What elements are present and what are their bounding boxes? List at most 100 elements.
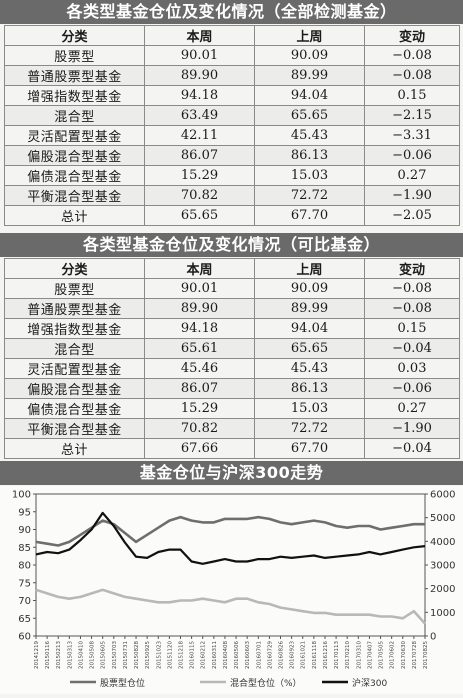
- category-cell: 灵活配置型基金: [4, 358, 145, 379]
- table2-title: 各类型基金仓位及变化情况（可比基金）: [0, 233, 463, 257]
- left-tick-label: 70: [18, 596, 31, 607]
- value-cell: 0.03: [364, 358, 460, 379]
- x-tick-label: 20160408: [223, 641, 229, 669]
- x-tick-label: 20150213: [56, 641, 62, 669]
- x-tick-label: 20151120: [167, 641, 173, 669]
- x-tick-label: 20160826: [279, 641, 285, 669]
- x-tick-label: 20161021: [301, 641, 307, 669]
- value-cell: 94.18: [144, 85, 255, 106]
- value-cell: 0.15: [364, 85, 460, 106]
- value-cell: −0.08: [364, 65, 460, 86]
- x-tick-label: 20160115: [190, 641, 196, 669]
- value-cell: 94.04: [254, 85, 365, 106]
- value-cell: −1.90: [364, 418, 460, 439]
- value-cell: 67.70: [254, 438, 365, 459]
- value-cell: −1.90: [364, 185, 460, 206]
- value-cell: 90.01: [144, 278, 255, 299]
- value-cell: 45.43: [254, 358, 365, 379]
- value-cell: 70.82: [144, 185, 255, 206]
- left-tick-label: 100: [12, 490, 31, 501]
- x-tick-label: 20160212: [201, 641, 207, 669]
- value-cell: 89.99: [254, 65, 365, 86]
- left-tick-label: 65: [18, 614, 31, 625]
- right-tick-label: 2000: [430, 584, 455, 595]
- category-cell: 总计: [4, 205, 145, 226]
- x-tick-label: 20160506: [234, 641, 240, 669]
- value-cell: −0.08: [364, 45, 460, 66]
- x-tick-label: 20161216: [323, 641, 329, 669]
- x-tick-label: 20170825: [423, 641, 429, 669]
- table-row: 普通股票型基金 89.90 89.99 −0.08: [4, 65, 460, 86]
- series-line-0: [35, 515, 425, 547]
- left-tick-label: 75: [18, 578, 31, 589]
- value-cell: 94.04: [254, 318, 365, 339]
- value-cell: 72.72: [254, 418, 365, 439]
- value-cell: 42.11: [144, 125, 255, 146]
- value-cell: 45.46: [144, 358, 255, 379]
- category-cell: 灵活配置型基金: [4, 125, 145, 146]
- table-row: 混合型 63.49 65.65 −2.15: [4, 105, 460, 126]
- table-row: 偏股混合型基金 86.07 86.13 −0.06: [4, 145, 460, 166]
- value-cell: 0.15: [364, 318, 460, 339]
- table-row: 总计 65.65 67.70 −2.05: [4, 205, 460, 226]
- table-row: 平衡混合型基金 70.82 72.72 −1.90: [4, 185, 460, 206]
- value-cell: 65.65: [254, 338, 365, 359]
- table1-title: 各类型基金仓位及变化情况（全部检测基金）: [0, 0, 463, 24]
- x-tick-label: 20150313: [67, 641, 73, 669]
- category-cell: 平衡混合型基金: [4, 418, 145, 439]
- legend-label: 沪深300: [352, 677, 387, 689]
- table-row: 混合型 65.61 65.65 −0.04: [4, 338, 460, 359]
- x-tick-label: 20150925: [145, 641, 151, 669]
- category-cell: 混合型: [4, 338, 145, 359]
- header-cell: 上周: [254, 25, 365, 46]
- x-tick-label: 20170728: [412, 641, 418, 669]
- header-cell: 变动: [364, 25, 460, 46]
- right-tick-label: 4000: [430, 537, 455, 548]
- value-cell: 67.66: [144, 438, 255, 459]
- value-cell: 90.09: [254, 278, 365, 299]
- right-tick-label: 0: [430, 632, 436, 643]
- x-tick-label: 20150508: [90, 641, 96, 669]
- header-cell: 变动: [364, 258, 460, 279]
- left-tick-label: 80: [18, 561, 31, 572]
- value-cell: −0.06: [364, 378, 460, 399]
- value-cell: −0.04: [364, 438, 460, 459]
- value-cell: 15.29: [144, 398, 255, 419]
- header-cell: 分类: [4, 25, 145, 46]
- value-cell: 70.82: [144, 418, 255, 439]
- x-tick-label: 20160923: [290, 641, 296, 669]
- x-tick-label: 20150116: [45, 641, 51, 669]
- table-row: 偏股混合型基金 86.07 86.13 −0.06: [4, 378, 460, 399]
- x-tick-label: 20150410: [78, 641, 84, 669]
- position-vs-csi300-chart: 60 65 70 75 80 85 90 95 100 0 1000 2000 3000 4000 5000…: [0, 486, 463, 694]
- header-cell: 分类: [4, 258, 145, 279]
- x-tick-label: 20150605: [101, 641, 107, 669]
- x-tick-label: 20170210: [345, 641, 351, 669]
- x-tick-label: 20170602: [390, 641, 396, 669]
- x-tick-label: 20141219: [34, 641, 40, 669]
- value-cell: −0.04: [364, 338, 460, 359]
- category-cell: 普通股票型基金: [4, 65, 145, 86]
- left-tick-label: 90: [18, 525, 31, 536]
- category-cell: 偏债混合型基金: [4, 165, 145, 186]
- table-row: 平衡混合型基金 70.82 72.72 −1.90: [4, 418, 460, 439]
- value-cell: 89.90: [144, 65, 255, 86]
- x-tick-label: 20160701: [256, 641, 262, 669]
- table-row: 增强指数型基金 94.18 94.04 0.15: [4, 318, 460, 339]
- x-tick-label: 20170310: [356, 641, 362, 669]
- table-row: 偏债混合型基金 15.29 15.03 0.27: [4, 398, 460, 419]
- category-cell: 混合型: [4, 105, 145, 126]
- x-tick-label: 20151023: [156, 641, 162, 669]
- category-cell: 偏债混合型基金: [4, 398, 145, 419]
- x-tick-label: 20170505: [379, 641, 385, 669]
- x-tick-label: 20170630: [401, 641, 407, 669]
- category-cell: 偏股混合型基金: [4, 145, 145, 166]
- category-cell: 偏股混合型基金: [4, 378, 145, 399]
- right-tick-label: 1000: [430, 608, 455, 619]
- header-cell: 本周: [144, 258, 255, 279]
- value-cell: 94.18: [144, 318, 255, 339]
- category-cell: 总计: [4, 438, 145, 459]
- x-tick-label: 20160311: [212, 641, 218, 669]
- table-row: 灵活配置型基金 42.11 45.43 −3.31: [4, 125, 460, 146]
- category-cell: 普通股票型基金: [4, 298, 145, 319]
